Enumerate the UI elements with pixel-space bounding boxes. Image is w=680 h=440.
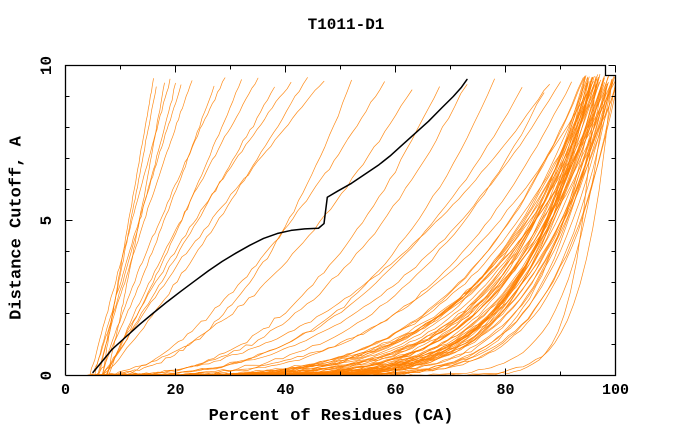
svg-text:60: 60 <box>386 382 404 399</box>
svg-text:100: 100 <box>602 382 629 399</box>
svg-text:0: 0 <box>61 382 70 399</box>
svg-text:0: 0 <box>38 371 56 381</box>
svg-text:20: 20 <box>166 382 184 399</box>
svg-text:5: 5 <box>38 216 56 226</box>
svg-text:80: 80 <box>496 382 514 399</box>
svg-text:10: 10 <box>38 56 56 75</box>
svg-text:40: 40 <box>276 382 294 399</box>
